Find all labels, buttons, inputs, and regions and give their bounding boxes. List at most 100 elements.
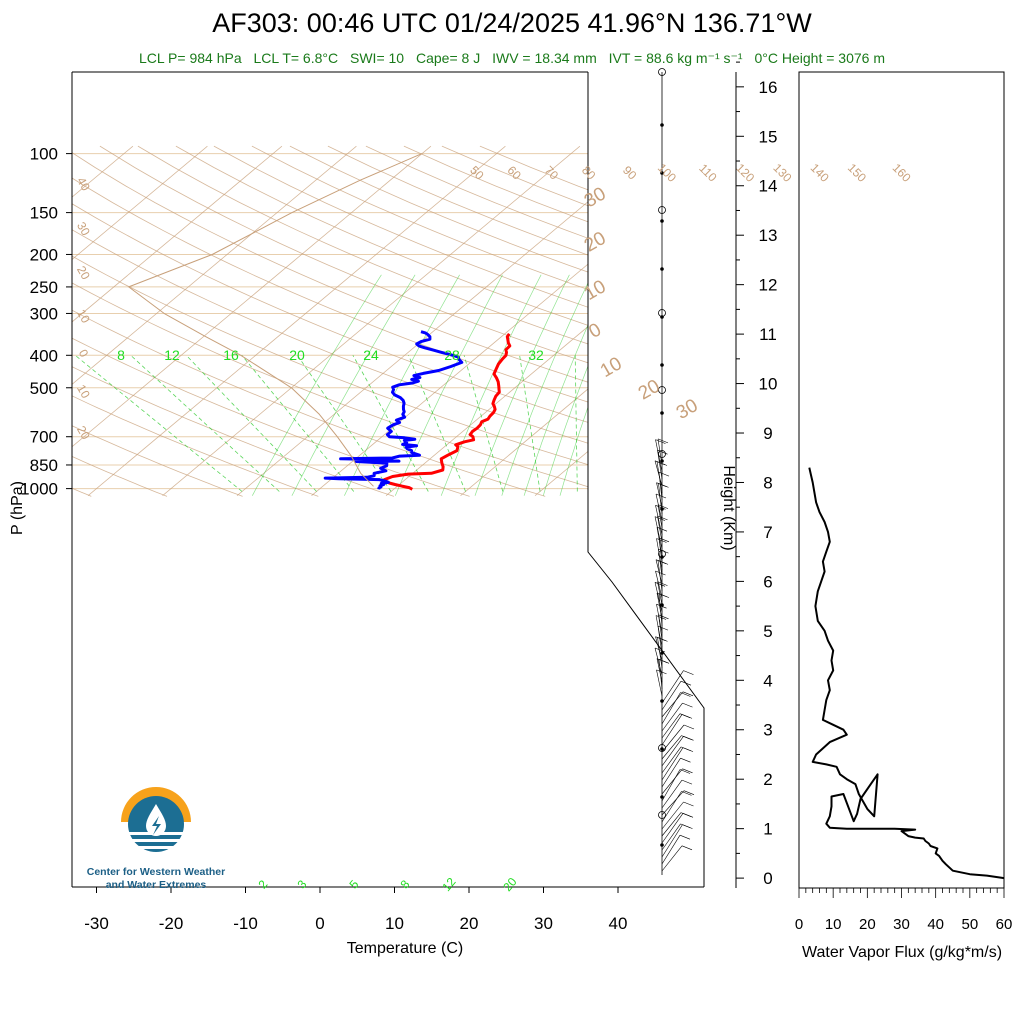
dry-adiabat-line bbox=[72, 145, 168, 497]
wind-barb bbox=[657, 626, 663, 655]
height-axis-label: Height (Km) bbox=[720, 465, 737, 550]
isotherm-label: 20 bbox=[74, 423, 93, 442]
parcel-profile-line bbox=[128, 153, 423, 487]
wind-barb bbox=[657, 560, 663, 592]
wind-barb bbox=[661, 758, 681, 788]
calm-wind-circle bbox=[658, 309, 666, 317]
moist-adiabat-line bbox=[352, 355, 429, 492]
x-tick-label: 40 bbox=[609, 914, 628, 933]
height-tick-label: 14 bbox=[759, 177, 778, 196]
lcl-temperature: LCL T= 6.8°C bbox=[253, 50, 339, 66]
calm-wind-circle bbox=[658, 68, 666, 76]
mixing-ratio-label-top: 12 bbox=[164, 347, 180, 363]
wind-barb-flag bbox=[655, 505, 666, 510]
dry-adiabat-line bbox=[72, 145, 704, 497]
wind-level-dot bbox=[660, 411, 664, 415]
dry-adiabat-line bbox=[72, 145, 546, 497]
wind-barb bbox=[661, 779, 683, 809]
height-tick-label: 2 bbox=[763, 770, 772, 789]
wind-barb bbox=[661, 692, 681, 725]
wind-barb bbox=[655, 493, 663, 522]
wind-barb-flag bbox=[657, 560, 669, 565]
isotherm-label: 20 bbox=[74, 264, 93, 283]
flux-x-tick-label: 10 bbox=[825, 916, 842, 933]
ivt-value: IVT = 88.6 kg m⁻¹ s⁻¹ bbox=[608, 50, 743, 66]
height-tick-label: 15 bbox=[759, 127, 778, 146]
wind-level-dot bbox=[660, 123, 664, 127]
wind-barb bbox=[655, 559, 663, 585]
wind-barb bbox=[661, 845, 683, 872]
moist-adiabat-line bbox=[74, 354, 243, 492]
isotherm-line bbox=[609, 145, 704, 497]
flux-x-tick-label: 60 bbox=[996, 916, 1013, 933]
mixing-ratio-label-bottom: 8 bbox=[397, 877, 412, 891]
wind-barb-flag bbox=[656, 669, 667, 675]
x-tick-label: -20 bbox=[159, 914, 184, 933]
mixing-ratio-label-bottom: 12 bbox=[439, 875, 459, 894]
isotherm-label-right: 20 bbox=[581, 228, 610, 257]
wind-barb-flag bbox=[681, 845, 693, 851]
wind-barb-flag bbox=[654, 582, 666, 587]
wind-barb bbox=[657, 515, 663, 543]
y-tick-label: 400 bbox=[30, 346, 58, 365]
dry-adiabat-line bbox=[479, 145, 704, 497]
wind-barb-flag bbox=[681, 714, 693, 719]
height-tick-label: 12 bbox=[759, 276, 778, 295]
wind-barb-flag bbox=[657, 637, 668, 642]
wind-barbs bbox=[654, 68, 695, 875]
height-tick-label: 0 bbox=[763, 869, 772, 888]
height-tick-label: 9 bbox=[763, 424, 772, 443]
moist-adiabat-line bbox=[408, 355, 466, 492]
dry-adiabat-line bbox=[137, 145, 704, 497]
wind-barb bbox=[656, 669, 663, 697]
height-tick-label: 7 bbox=[763, 523, 772, 542]
wind-barb bbox=[655, 505, 663, 536]
isotherm-label-right: 10 bbox=[581, 276, 610, 305]
wind-level-dot bbox=[660, 363, 664, 367]
moist-adiabat-line bbox=[130, 355, 280, 492]
wind-barb bbox=[657, 504, 663, 529]
wind-barb bbox=[654, 516, 663, 550]
wind-barb bbox=[661, 713, 681, 739]
dry-adiabat-label: 80 bbox=[579, 163, 599, 183]
moist-adiabat-line bbox=[519, 355, 541, 492]
wind-barb bbox=[661, 670, 684, 704]
cw3e-logo: Center for Western Weather and Water Ext… bbox=[86, 782, 226, 894]
y-tick-label: 500 bbox=[30, 379, 58, 398]
wind-barb bbox=[661, 813, 684, 844]
calm-wind-circle bbox=[658, 811, 666, 819]
y-tick-label: 150 bbox=[30, 204, 58, 223]
mixing-ratio-label-top: 24 bbox=[363, 347, 379, 363]
y-tick-label: 250 bbox=[30, 278, 58, 297]
dry-adiabat-line bbox=[441, 145, 704, 497]
wind-barb-flag bbox=[658, 483, 669, 488]
mixing-ratio-label-top: 16 bbox=[223, 347, 239, 363]
wind-barb bbox=[661, 835, 681, 865]
isotherm-label: 10 bbox=[74, 307, 93, 326]
wind-barb bbox=[661, 735, 682, 760]
mixing-ratio-line bbox=[542, 274, 627, 496]
cape-value: Cape= 8 J bbox=[415, 50, 481, 66]
wind-barb-flag bbox=[682, 824, 693, 829]
flux-x-tick-label: 20 bbox=[859, 916, 876, 933]
wind-barb-flag bbox=[683, 670, 694, 675]
isotherm-line bbox=[759, 146, 1024, 496]
dry-adiabat-label: 50 bbox=[467, 163, 487, 183]
mixing-ratio-line bbox=[501, 274, 593, 496]
wind-barb-flag bbox=[679, 834, 691, 840]
wind-barb bbox=[661, 736, 684, 767]
flux-x-tick-label: 40 bbox=[927, 916, 944, 933]
isotherm-line bbox=[87, 145, 506, 497]
wind-barb-flag bbox=[680, 757, 691, 763]
wind-barb-flag bbox=[679, 769, 691, 774]
freezing-height: 0°C Height = 3076 m bbox=[754, 50, 885, 66]
wind-barb bbox=[661, 823, 681, 851]
wind-barb bbox=[658, 537, 663, 564]
x-tick-label: 10 bbox=[385, 914, 404, 933]
dry-adiabat-line bbox=[289, 145, 704, 497]
wind-barb-flag bbox=[656, 538, 667, 543]
mixing-ratio-label-bottom: 20 bbox=[500, 875, 520, 894]
dry-adiabat-line bbox=[72, 145, 622, 497]
wind-barb bbox=[661, 681, 682, 711]
height-tick-label: 13 bbox=[759, 226, 778, 245]
